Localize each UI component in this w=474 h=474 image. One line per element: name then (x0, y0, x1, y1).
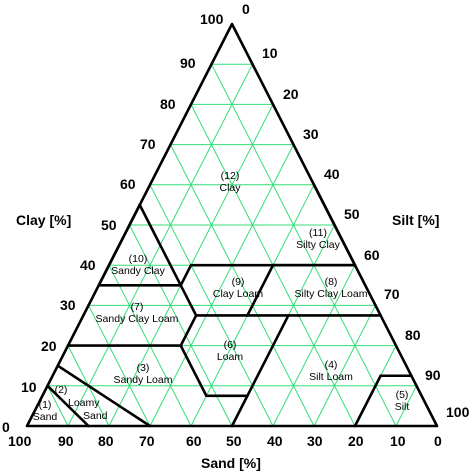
boundary-clay-loam-silty (246, 263, 275, 317)
silt-tick-30: 30 (303, 126, 319, 142)
clay-tick-labels: 100 90 80 70 60 50 40 30 20 10 0 (2, 11, 224, 435)
zone-number-clay-loam: (9) (232, 276, 245, 288)
boundary-loamy-sand (56, 364, 152, 428)
zone-number-sandy-loam: (3) (137, 362, 150, 374)
zone-number-silty-clay-loam: (8) (325, 276, 338, 288)
silt-tick-50: 50 (344, 206, 360, 222)
silt-tick-70: 70 (384, 286, 400, 302)
zone-number-silty-clay: (11) (309, 227, 327, 239)
silt-gridline (313, 305, 376, 427)
clay-tick-60: 60 (120, 176, 136, 192)
boundary-clay-silty-clay (312, 183, 357, 267)
sand-gridline (129, 224, 233, 427)
sand-gridline (170, 144, 315, 427)
zone-name-silt-loam: Silt Loam (309, 371, 353, 383)
sand-tick-0: 0 (434, 433, 442, 449)
clay-tick-10: 10 (21, 379, 37, 395)
silt-gridline (149, 144, 294, 427)
zone-number-clay: (12) (221, 170, 240, 182)
silt-tick-60: 60 (364, 247, 380, 263)
zone-number-sandy-clay-loam: (7) (131, 301, 144, 313)
silt-tick-40: 40 (324, 166, 340, 182)
zone-name-silt: Silt (395, 401, 410, 413)
sand-tick-80: 80 (98, 433, 114, 449)
triangle-grid (47, 63, 417, 427)
silt-tick-labels: 0 10 20 30 40 50 60 70 80 90 100 (242, 1, 470, 420)
zone-labels: (12) Clay (11) Silty Clay (10) Sandy Cla… (33, 170, 410, 423)
silt-tick-80: 80 (405, 327, 421, 343)
zone-name-loam: Loam (217, 351, 244, 363)
silt-axis-title: Silt [%] (392, 212, 439, 228)
sand-tick-90: 90 (58, 433, 74, 449)
zone-name-clay-loam: Clay Loam (213, 288, 263, 300)
boundary-silt-loam-left (230, 314, 290, 428)
sand-tick-40: 40 (267, 433, 283, 449)
sand-tick-70: 70 (139, 433, 155, 449)
silt-tick-20: 20 (283, 86, 299, 102)
sand-gridline (88, 305, 151, 427)
clay-tick-70: 70 (140, 136, 156, 152)
sand-tick-50: 50 (226, 433, 242, 449)
boundary-sandy-clay-left (97, 203, 142, 287)
zone-number-loam: (6) (224, 339, 237, 351)
zone-name-sandy-clay: Sandy Clay (111, 265, 165, 277)
zone-number-silt: (5) (396, 389, 409, 401)
sand-tick-10: 10 (390, 433, 406, 449)
clay-tick-0: 0 (2, 419, 10, 435)
silt-tick-10: 10 (262, 45, 278, 61)
silt-gridline (272, 264, 356, 427)
clay-tick-20: 20 (41, 338, 57, 354)
sand-tick-30: 30 (307, 433, 323, 449)
class-boundaries (46, 183, 413, 428)
zone-name-clay: Clay (219, 182, 241, 194)
boundary-sandy-clay-loam-right (179, 283, 198, 317)
sand-tick-100: 100 (8, 433, 32, 449)
zone-number-loamy-sand: (2) (55, 384, 68, 396)
silt-tick-0: 0 (242, 1, 250, 17)
boundary-clay-sandy-clay (138, 203, 183, 287)
clay-tick-50: 50 (101, 217, 117, 233)
boundary-sand (46, 384, 90, 428)
clay-tick-80: 80 (160, 96, 176, 112)
zone-name-loamy-sand-2: Sand (83, 410, 108, 422)
clay-tick-90: 90 (180, 55, 196, 71)
zone-number-silt-loam: (4) (325, 359, 338, 371)
sand-tick-60: 60 (186, 433, 202, 449)
boundary-silt-left (353, 374, 382, 428)
clay-axis-title: Clay [%] (16, 212, 71, 228)
zone-number-sand: (1) (39, 399, 52, 411)
clay-tick-100: 100 (200, 11, 224, 27)
zone-number-sandy-clay: (10) (129, 253, 148, 265)
zone-name-silty-clay-loam: Silty Clay Loam (295, 288, 368, 300)
boundary-clay-bottom (179, 263, 357, 287)
zone-name-silty-clay: Silty Clay (296, 239, 341, 251)
zone-name-sandy-loam: Sandy Loam (114, 374, 173, 386)
silt-tick-90: 90 (425, 367, 441, 383)
sand-axis-title: Sand [%] (201, 455, 261, 471)
sand-tick-labels: 100 90 80 70 60 50 40 30 20 10 0 (8, 433, 442, 449)
sand-tick-20: 20 (348, 433, 364, 449)
zone-name-loamy-sand-1: Loamy (68, 397, 100, 409)
sand-gridline (47, 385, 69, 427)
clay-tick-40: 40 (80, 257, 96, 273)
clay-tick-30: 30 (60, 297, 76, 313)
silt-tick-100: 100 (446, 404, 470, 420)
zone-name-sand: Sand (33, 411, 58, 423)
zone-name-sandy-clay-loam: Sandy Clay Loam (96, 313, 179, 325)
boundary-loam-left (179, 344, 218, 398)
silt-gridline (395, 385, 417, 427)
sand-gridline (211, 63, 397, 427)
